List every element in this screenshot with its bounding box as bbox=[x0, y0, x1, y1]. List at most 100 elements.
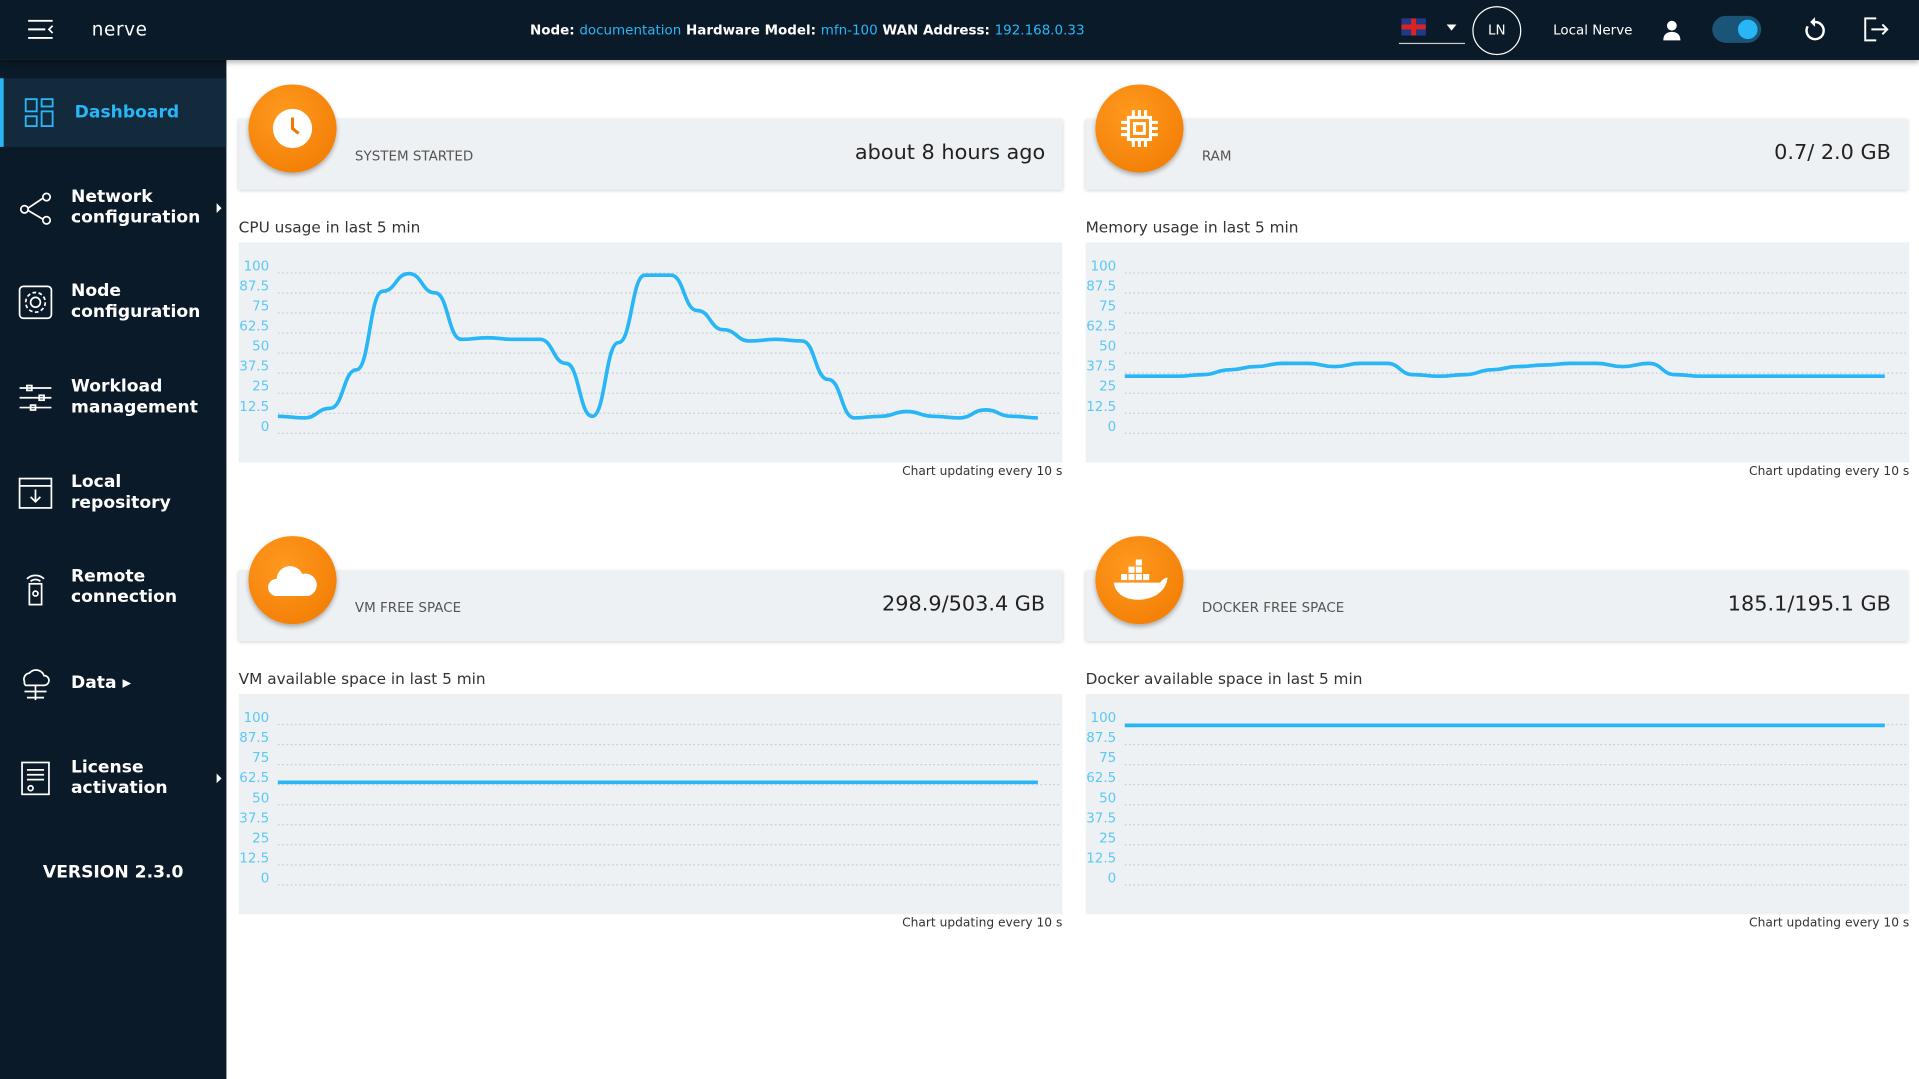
node-info: Node: documentation Hardware Model: mfn-… bbox=[530, 22, 1085, 38]
y-tick-label: 50 bbox=[252, 340, 269, 355]
y-tick-label: 87.5 bbox=[1086, 731, 1116, 746]
memory-chart: 100 87.5 75 62.5 50 37.5 25 12.5 0 bbox=[1085, 242, 1910, 463]
logo: nerve bbox=[91, 18, 148, 41]
sidebar-item-network-configuration[interactable]: Network configuration bbox=[0, 174, 226, 243]
y-tick-label: 12.5 bbox=[1086, 851, 1116, 866]
sidebar-item-dashboard[interactable]: Dashboard bbox=[0, 78, 227, 147]
y-tick-label: 100 bbox=[1091, 711, 1117, 726]
sidebar-item-label: Workload management bbox=[70, 376, 198, 418]
y-tick-label: 37.5 bbox=[1086, 811, 1116, 826]
node-value: documentation bbox=[579, 22, 682, 38]
vm-chart-title: VM available space in last 5 min bbox=[238, 669, 486, 688]
system-started-card: SYSTEM STARTED about 8 hours ago bbox=[238, 84, 1063, 190]
sidebar-item-label: Local repository bbox=[70, 472, 171, 513]
sidebar-item-node-configuration[interactable]: Node configuration bbox=[0, 268, 226, 337]
wan-label: WAN Address: bbox=[882, 22, 990, 38]
repository-icon bbox=[18, 477, 53, 509]
sliders-icon bbox=[19, 384, 52, 411]
docker-chart-title: Docker available space in last 5 min bbox=[1085, 669, 1363, 688]
mode-toggle[interactable] bbox=[1712, 15, 1762, 43]
docker-space-chart: 100 87.5 75 62.5 50 37.5 25 12.5 0 bbox=[1085, 693, 1910, 915]
language-dropdown-icon[interactable] bbox=[1446, 24, 1457, 31]
sidebar-item-data[interactable]: Data ▸ bbox=[0, 649, 226, 718]
y-tick-label: 0 bbox=[1108, 871, 1117, 886]
sidebar-item-local-repository[interactable]: Local repository bbox=[0, 459, 226, 528]
sidebar-item-label: Remote connection bbox=[70, 566, 178, 608]
sidebar-item-label: Network configuration bbox=[70, 187, 201, 228]
y-tick-label: 75 bbox=[252, 751, 269, 766]
y-tick-label: 25 bbox=[252, 380, 269, 395]
gear-icon bbox=[18, 285, 53, 320]
vm-free-space-card: VM FREE SPACE 298.9/503.4 GB bbox=[238, 536, 1063, 642]
y-tick-label: 12.5 bbox=[1086, 400, 1116, 415]
y-tick-label: 37.5 bbox=[239, 360, 269, 375]
y-tick-label: 62.5 bbox=[239, 320, 269, 335]
card-value: 298.9/503.4 GB bbox=[882, 592, 1046, 617]
refresh-icon[interactable] bbox=[1804, 17, 1826, 41]
network-icon bbox=[19, 192, 52, 225]
card-value: 0.7/ 2.0 GB bbox=[1774, 140, 1891, 166]
card-label: VM FREE SPACE bbox=[354, 599, 462, 616]
y-tick-label: 75 bbox=[1099, 300, 1116, 315]
card-label: RAM bbox=[1201, 148, 1232, 165]
y-tick-label: 75 bbox=[252, 300, 269, 315]
menu-icon[interactable] bbox=[27, 17, 54, 41]
clock-icon bbox=[248, 84, 337, 173]
user-name: Local Nerve bbox=[1553, 22, 1633, 38]
docker-icon bbox=[1095, 536, 1184, 625]
hw-label: Hardware Model: bbox=[685, 22, 817, 38]
sidebar-item-remote-connection[interactable]: Remote connection bbox=[0, 553, 226, 622]
y-tick-label: 0 bbox=[261, 871, 270, 886]
sidebar-item-license-activation[interactable]: License activation bbox=[0, 744, 226, 813]
y-tick-label: 50 bbox=[1099, 340, 1116, 355]
y-tick-label: 0 bbox=[261, 420, 270, 435]
sidebar-item-label: License activation bbox=[70, 757, 168, 798]
card-label: DOCKER FREE SPACE bbox=[1201, 599, 1345, 616]
y-tick-label: 37.5 bbox=[239, 811, 269, 826]
y-tick-label: 62.5 bbox=[239, 771, 269, 786]
docker-free-space-card: DOCKER FREE SPACE 185.1/195.1 GB bbox=[1085, 536, 1909, 642]
version-label: VERSION 2.3.0 bbox=[42, 862, 184, 883]
cloud-icon bbox=[248, 536, 337, 625]
series-line bbox=[1124, 361, 1885, 379]
sidebar-item-label: Data ▸ bbox=[70, 672, 132, 693]
memory-chart-title: Memory usage in last 5 min bbox=[1085, 217, 1299, 237]
card-value: 185.1/195.1 GB bbox=[1727, 592, 1891, 617]
chart-update-note: Chart updating every 10 s bbox=[1749, 916, 1910, 931]
avatar[interactable]: LN bbox=[1472, 6, 1522, 56]
chip-icon bbox=[1095, 84, 1184, 173]
hw-value: mfn-100 bbox=[820, 22, 878, 38]
y-tick-label: 62.5 bbox=[1086, 771, 1116, 786]
submenu-arrow-icon bbox=[216, 203, 222, 213]
y-tick-label: 100 bbox=[244, 711, 270, 726]
y-tick-label: 87.5 bbox=[239, 731, 269, 746]
license-icon bbox=[21, 761, 50, 796]
chart-update-note: Chart updating every 10 s bbox=[1749, 465, 1910, 479]
submenu-arrow-icon bbox=[216, 773, 222, 784]
cloud-data-icon bbox=[23, 669, 50, 701]
card-label: SYSTEM STARTED bbox=[354, 148, 474, 165]
y-tick-label: 12.5 bbox=[239, 400, 269, 415]
logout-icon[interactable] bbox=[1863, 17, 1890, 42]
y-tick-label: 0 bbox=[1108, 420, 1117, 435]
cpu-chart-title: CPU usage in last 5 min bbox=[238, 217, 421, 237]
y-tick-label: 50 bbox=[252, 791, 269, 806]
y-tick-label: 87.5 bbox=[1086, 280, 1116, 295]
user-icon[interactable] bbox=[1662, 20, 1682, 42]
series-line bbox=[277, 271, 1038, 420]
vm-space-chart: 100 87.5 75 62.5 50 37.5 25 12.5 0 bbox=[238, 693, 1063, 915]
chart-update-note: Chart updating every 10 s bbox=[902, 916, 1063, 931]
y-tick-label: 37.5 bbox=[1086, 360, 1116, 375]
sidebar-item-label: Node configuration bbox=[70, 281, 201, 322]
card-value: about 8 hours ago bbox=[854, 140, 1046, 166]
y-tick-label: 12.5 bbox=[239, 851, 269, 866]
sidebar-item-workload-management[interactable]: Workload management bbox=[0, 363, 226, 432]
y-tick-label: 62.5 bbox=[1086, 320, 1116, 335]
cpu-chart: 100 87.5 75 62.5 50 37.5 25 12.5 0 bbox=[238, 242, 1063, 463]
language-select-underline bbox=[1398, 42, 1466, 45]
y-tick-label: 25 bbox=[1099, 380, 1116, 395]
y-tick-label: 100 bbox=[1091, 259, 1117, 274]
uk-flag-icon[interactable] bbox=[1401, 18, 1426, 36]
dashboard-icon bbox=[24, 98, 54, 127]
y-tick-label: 25 bbox=[1099, 831, 1116, 846]
